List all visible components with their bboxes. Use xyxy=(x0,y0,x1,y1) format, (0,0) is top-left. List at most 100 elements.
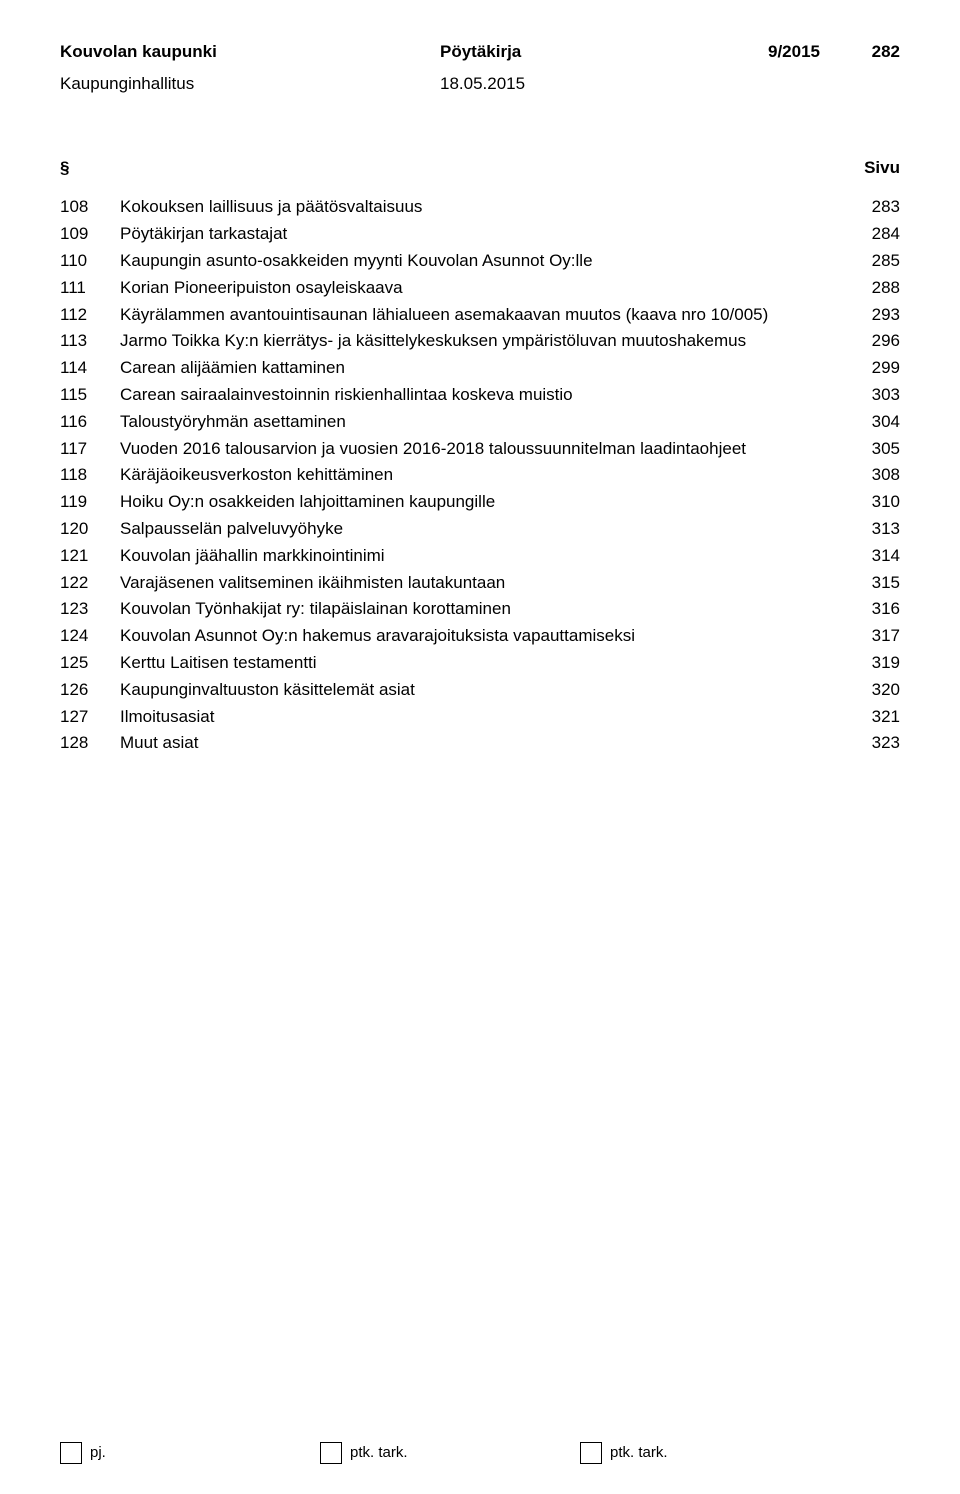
toc-section-number: 125 xyxy=(60,651,120,675)
toc-title: Kouvolan Asunnot Oy:n hakemus aravarajoi… xyxy=(120,624,840,648)
doc-type: Pöytäkirja xyxy=(440,40,700,64)
footer-ptk2: ptk. tark. xyxy=(580,1442,840,1464)
meeting-date: 18.05.2015 xyxy=(440,72,900,96)
toc-title: Muut asiat xyxy=(120,731,840,755)
toc-section-number: 110 xyxy=(60,249,120,273)
toc-row: 121Kouvolan jäähallin markkinointinimi31… xyxy=(60,544,900,568)
footer-chair: pj. xyxy=(60,1442,320,1464)
toc-title: Varajäsenen valitseminen ikäihmisten lau… xyxy=(120,571,840,595)
toc-title: Kerttu Laitisen testamentti xyxy=(120,651,840,675)
page-header: Kouvolan kaupunki Pöytäkirja 9/2015 282 xyxy=(60,40,900,64)
toc-section-number: 126 xyxy=(60,678,120,702)
toc-title: Kaupunginvaltuuston käsittelemät asiat xyxy=(120,678,840,702)
toc-page-number: 288 xyxy=(840,276,900,300)
table-of-contents: 108Kokouksen laillisuus ja päätösvaltais… xyxy=(60,195,900,755)
toc-title: Carean alijäämien kattaminen xyxy=(120,356,840,380)
toc-section-number: 109 xyxy=(60,222,120,246)
toc-row: 108Kokouksen laillisuus ja päätösvaltais… xyxy=(60,195,900,219)
column-page: Sivu xyxy=(840,156,900,180)
toc-title: Vuoden 2016 talousarvion ja vuosien 2016… xyxy=(120,437,840,461)
toc-row: 125Kerttu Laitisen testamentti319 xyxy=(60,651,900,675)
toc-page-number: 293 xyxy=(840,303,900,327)
toc-section-number: 127 xyxy=(60,705,120,729)
toc-row: 116Taloustyöryhmän asettaminen304 xyxy=(60,410,900,434)
toc-title: Hoiku Oy:n osakkeiden lahjoittaminen kau… xyxy=(120,490,840,514)
toc-page-number: 315 xyxy=(840,571,900,595)
footer-ptk1: ptk. tark. xyxy=(320,1442,580,1464)
toc-title: Pöytäkirjan tarkastajat xyxy=(120,222,840,246)
toc-row: 118Käräjäoikeusverkoston kehittäminen308 xyxy=(60,463,900,487)
toc-title: Taloustyöryhmän asettaminen xyxy=(120,410,840,434)
signature-box-icon xyxy=(580,1442,602,1464)
toc-page-number: 321 xyxy=(840,705,900,729)
toc-row: 109Pöytäkirjan tarkastajat284 xyxy=(60,222,900,246)
toc-section-number: 117 xyxy=(60,437,120,461)
toc-row: 120Salpausselän palveluvyöhyke313 xyxy=(60,517,900,541)
toc-title: Carean sairaalainvestoinnin riskienhalli… xyxy=(120,383,840,407)
toc-section-number: 113 xyxy=(60,329,120,353)
toc-page-number: 283 xyxy=(840,195,900,219)
toc-title: Korian Pioneeripuiston osayleiskaava xyxy=(120,276,840,300)
toc-row: 112Käyrälammen avantouintisaunan lähialu… xyxy=(60,303,900,327)
toc-row: 115Carean sairaalainvestoinnin riskienha… xyxy=(60,383,900,407)
toc-row: 111Korian Pioneeripuiston osayleiskaava2… xyxy=(60,276,900,300)
toc-section-number: 114 xyxy=(60,356,120,380)
toc-section-number: 116 xyxy=(60,410,120,434)
toc-page-number: 314 xyxy=(840,544,900,568)
toc-page-number: 296 xyxy=(840,329,900,353)
toc-section-number: 119 xyxy=(60,490,120,514)
column-section: § xyxy=(60,156,120,180)
toc-page-number: 284 xyxy=(840,222,900,246)
footer-label-ptk1: ptk. tark. xyxy=(350,1442,408,1464)
toc-section-number: 111 xyxy=(60,276,120,300)
toc-row: 127Ilmoitusasiat321 xyxy=(60,705,900,729)
toc-page-number: 316 xyxy=(840,597,900,621)
toc-section-number: 115 xyxy=(60,383,120,407)
toc-title: Ilmoitusasiat xyxy=(120,705,840,729)
toc-section-number: 128 xyxy=(60,731,120,755)
toc-section-number: 121 xyxy=(60,544,120,568)
toc-page-number: 304 xyxy=(840,410,900,434)
toc-row: 113Jarmo Toikka Ky:n kierrätys- ja käsit… xyxy=(60,329,900,353)
toc-section-number: 108 xyxy=(60,195,120,219)
toc-page-number: 305 xyxy=(840,437,900,461)
toc-title: Kokouksen laillisuus ja päätösvaltaisuus xyxy=(120,195,840,219)
toc-row: 128Muut asiat323 xyxy=(60,731,900,755)
page-number: 282 xyxy=(820,40,900,64)
toc-title: Jarmo Toikka Ky:n kierrätys- ja käsittel… xyxy=(120,329,840,353)
meeting-number: 9/2015 xyxy=(700,40,820,64)
toc-page-number: 323 xyxy=(840,731,900,755)
toc-title: Kaupungin asunto-osakkeiden myynti Kouvo… xyxy=(120,249,840,273)
toc-page-number: 299 xyxy=(840,356,900,380)
toc-page-number: 320 xyxy=(840,678,900,702)
toc-section-number: 122 xyxy=(60,571,120,595)
toc-section-number: 124 xyxy=(60,624,120,648)
page-footer: pj. ptk. tark. ptk. tark. xyxy=(60,1442,900,1464)
toc-section-number: 120 xyxy=(60,517,120,541)
page-subheader: Kaupunginhallitus 18.05.2015 xyxy=(60,72,900,96)
toc-section-number: 123 xyxy=(60,597,120,621)
toc-page-number: 285 xyxy=(840,249,900,273)
footer-label-pj: pj. xyxy=(90,1442,106,1464)
toc-title: Kouvolan Työnhakijat ry: tilapäislainan … xyxy=(120,597,840,621)
toc-row: 110Kaupungin asunto-osakkeiden myynti Ko… xyxy=(60,249,900,273)
toc-page-number: 303 xyxy=(840,383,900,407)
toc-row: 117Vuoden 2016 talousarvion ja vuosien 2… xyxy=(60,437,900,461)
signature-box-icon xyxy=(320,1442,342,1464)
signature-box-icon xyxy=(60,1442,82,1464)
toc-title: Kouvolan jäähallin markkinointinimi xyxy=(120,544,840,568)
toc-row: 119Hoiku Oy:n osakkeiden lahjoittaminen … xyxy=(60,490,900,514)
toc-page-number: 317 xyxy=(840,624,900,648)
toc-row: 122Varajäsenen valitseminen ikäihmisten … xyxy=(60,571,900,595)
municipality: Kouvolan kaupunki xyxy=(60,40,440,64)
toc-title: Käyrälammen avantouintisaunan lähialueen… xyxy=(120,303,840,327)
toc-page-number: 308 xyxy=(840,463,900,487)
toc-page-number: 313 xyxy=(840,517,900,541)
toc-section-number: 118 xyxy=(60,463,120,487)
toc-page-number: 310 xyxy=(840,490,900,514)
toc-title: Käräjäoikeusverkoston kehittäminen xyxy=(120,463,840,487)
governing-body: Kaupunginhallitus xyxy=(60,72,440,96)
toc-row: 124Kouvolan Asunnot Oy:n hakemus aravara… xyxy=(60,624,900,648)
toc-row: 123Kouvolan Työnhakijat ry: tilapäislain… xyxy=(60,597,900,621)
toc-title: Salpausselän palveluvyöhyke xyxy=(120,517,840,541)
